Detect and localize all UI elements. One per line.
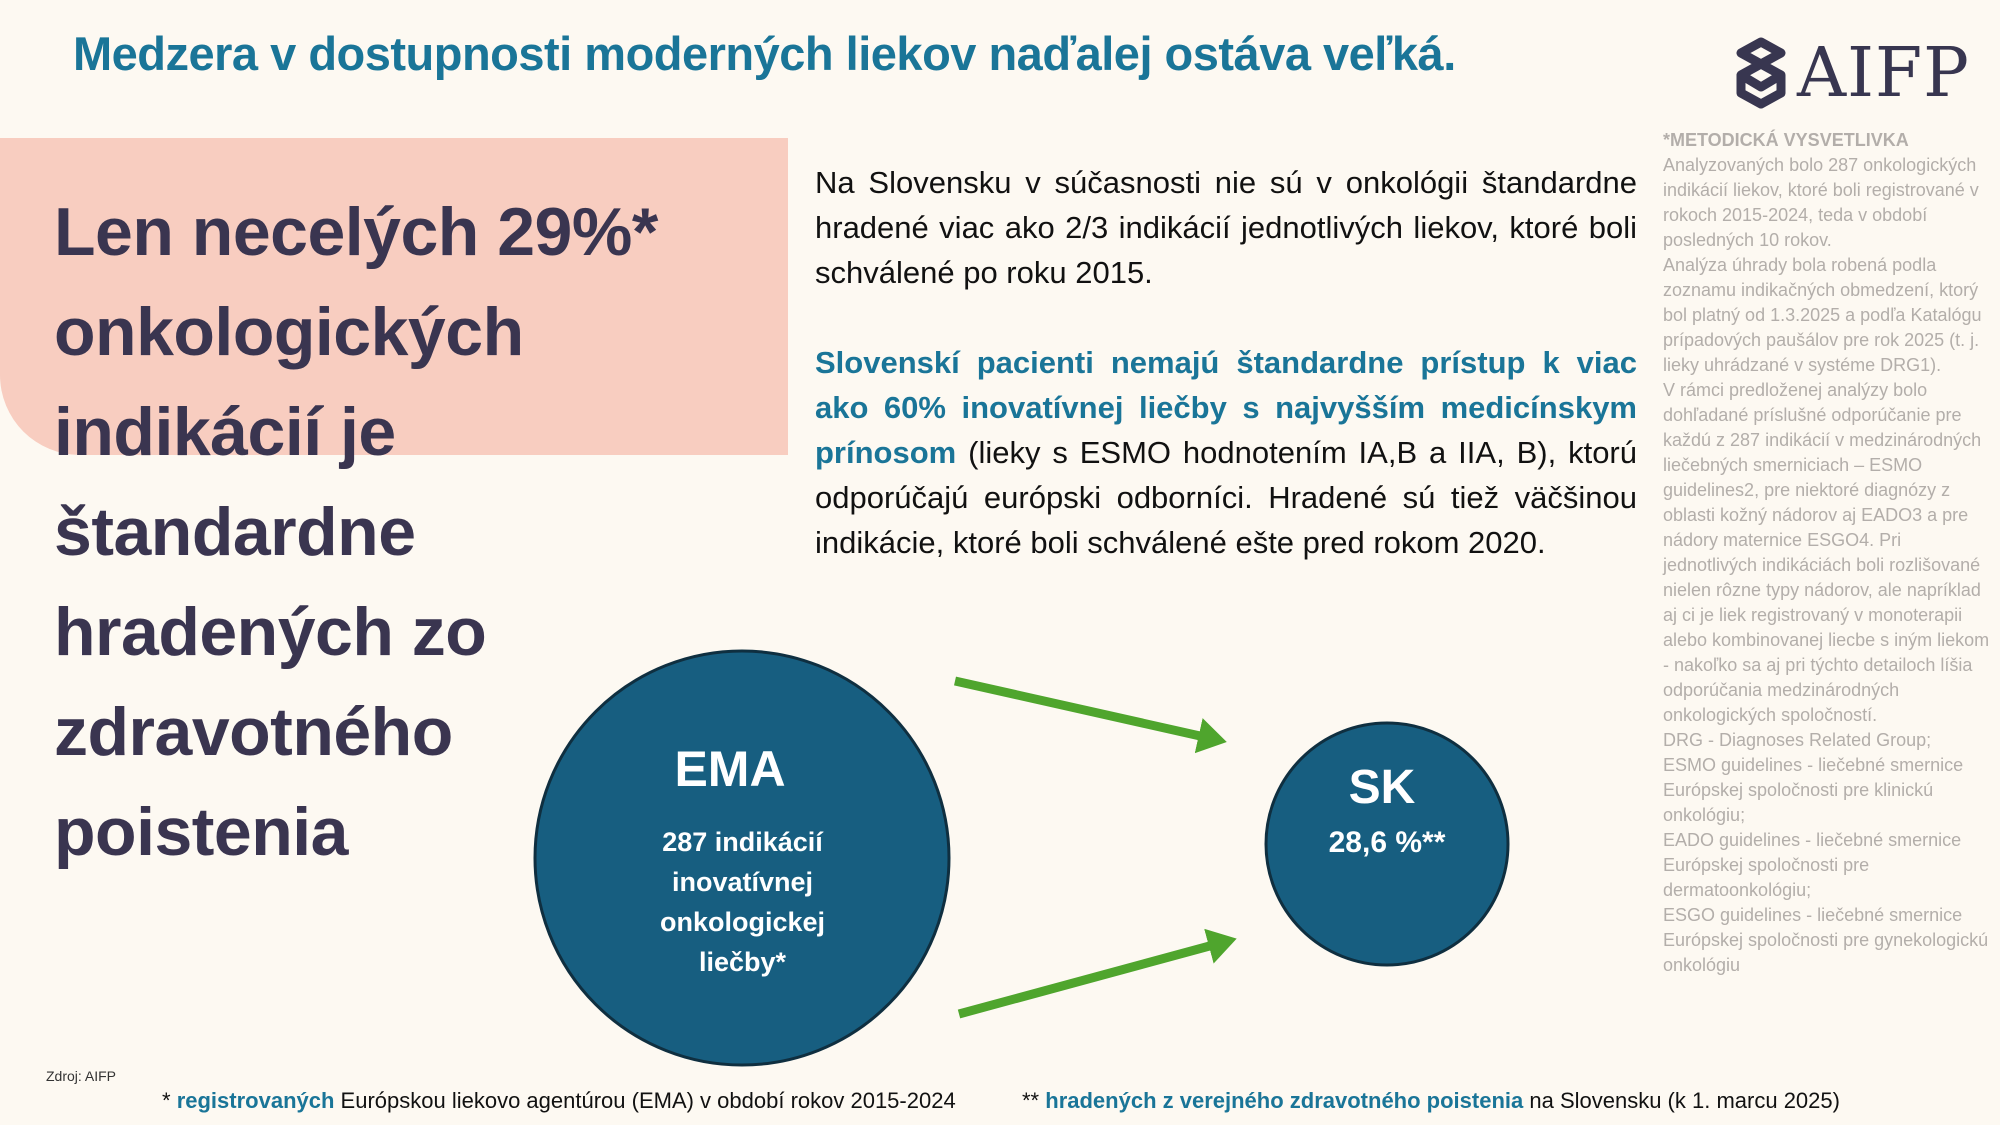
sk-value: 28,6 %** bbox=[1328, 826, 1446, 859]
footnote-marker: * bbox=[162, 1088, 177, 1113]
methodology-paragraph: ESMO guidelines - liečebné smernice Euró… bbox=[1663, 755, 1964, 825]
methodology-paragraph: ESGO guidelines - liečebné smernice Euró… bbox=[1663, 905, 1989, 975]
headline-line: indikácií je bbox=[54, 394, 396, 470]
ema-description: 287 indikácií inovatívnej onkologickej l… bbox=[600, 822, 885, 982]
methodology-heading: *METODICKÁ VYSVETLIVKA bbox=[1663, 130, 1909, 150]
arrow-top bbox=[954, 676, 1227, 754]
ema-label: EMA bbox=[674, 741, 786, 797]
highlight-background bbox=[0, 138, 788, 455]
footnote-text: na Slovensku (k 1. marcu 2025) bbox=[1523, 1088, 1840, 1113]
methodology-paragraph: V rámci predloženej analýzy bolo dohľada… bbox=[1663, 380, 1990, 725]
methodology-paragraph: Analýza úhrady bola robená podla zoznamu… bbox=[1663, 255, 1982, 375]
logo-text: AIFP bbox=[1797, 33, 1970, 113]
headline-line: hradených zo bbox=[54, 594, 487, 670]
footnote-marker: ** bbox=[1022, 1088, 1046, 1113]
footnote-text: Európskou liekovo agentúrou (EMA) v obdo… bbox=[334, 1088, 956, 1113]
methodology-paragraph: EADO guidelines - liečebné smernice Euró… bbox=[1663, 830, 1962, 900]
headline-line: Len necelých 29%* bbox=[54, 194, 658, 270]
headline-line: onkologických bbox=[54, 294, 524, 370]
paragraph-1: Na Slovensku v súčasnosti nie sú v onkol… bbox=[815, 165, 1637, 290]
headline-line: zdravotného bbox=[54, 694, 453, 770]
ema-line: inovatívnej bbox=[671, 867, 814, 897]
ema-circle bbox=[533, 649, 951, 1067]
ema-line: onkologickej bbox=[659, 907, 826, 937]
paragraph-2: Slovenskí pacienti nemajú štandardne prí… bbox=[815, 340, 1637, 565]
aifp-logo: AIFP bbox=[1735, 33, 1970, 113]
headline-line: poistenia bbox=[54, 794, 349, 870]
methodology-paragraph: Analyzovaných bolo 287 onkologických ind… bbox=[1663, 155, 1979, 250]
methodology-paragraph: DRG - Diagnoses Related Group; bbox=[1663, 730, 1932, 750]
sk-label: SK bbox=[1348, 761, 1416, 814]
footnote-2: ** hradených z verejného zdravotného poi… bbox=[1022, 1088, 1840, 1114]
ema-line: liečby* bbox=[698, 947, 787, 977]
aifp-helix-logo-icon bbox=[1736, 37, 1786, 109]
body-text: Na Slovensku v súčasnosti nie sú v onkol… bbox=[815, 160, 1637, 565]
methodology-note: *METODICKÁ VYSVETLIVKA Analyzovaných bol… bbox=[1663, 128, 1993, 978]
footnote-highlight: hradených z verejného zdravotného poiste… bbox=[1045, 1088, 1524, 1113]
page-title: Medzera v dostupnosti moderných liekov n… bbox=[73, 27, 1456, 80]
footnote-1: * registrovaných Európskou liekovo agent… bbox=[162, 1088, 956, 1114]
headline: Len necelých 29%* onkologických indikáci… bbox=[54, 182, 754, 882]
arrow-bottom bbox=[957, 928, 1237, 1019]
source-label: Zdroj: AIFP bbox=[46, 1068, 117, 1084]
headline-line: štandardne bbox=[54, 494, 416, 570]
footnote-highlight: registrovaných bbox=[176, 1088, 335, 1113]
paragraph-2-highlight: Slovenskí pacienti nemajú štandardne prí… bbox=[815, 345, 1637, 470]
ema-line: 287 indikácií bbox=[662, 827, 823, 857]
sk-circle bbox=[1264, 721, 1510, 967]
paragraph-2-rest: (lieky s ESMO hodnotením IA,B a IIA, B),… bbox=[815, 435, 1637, 560]
